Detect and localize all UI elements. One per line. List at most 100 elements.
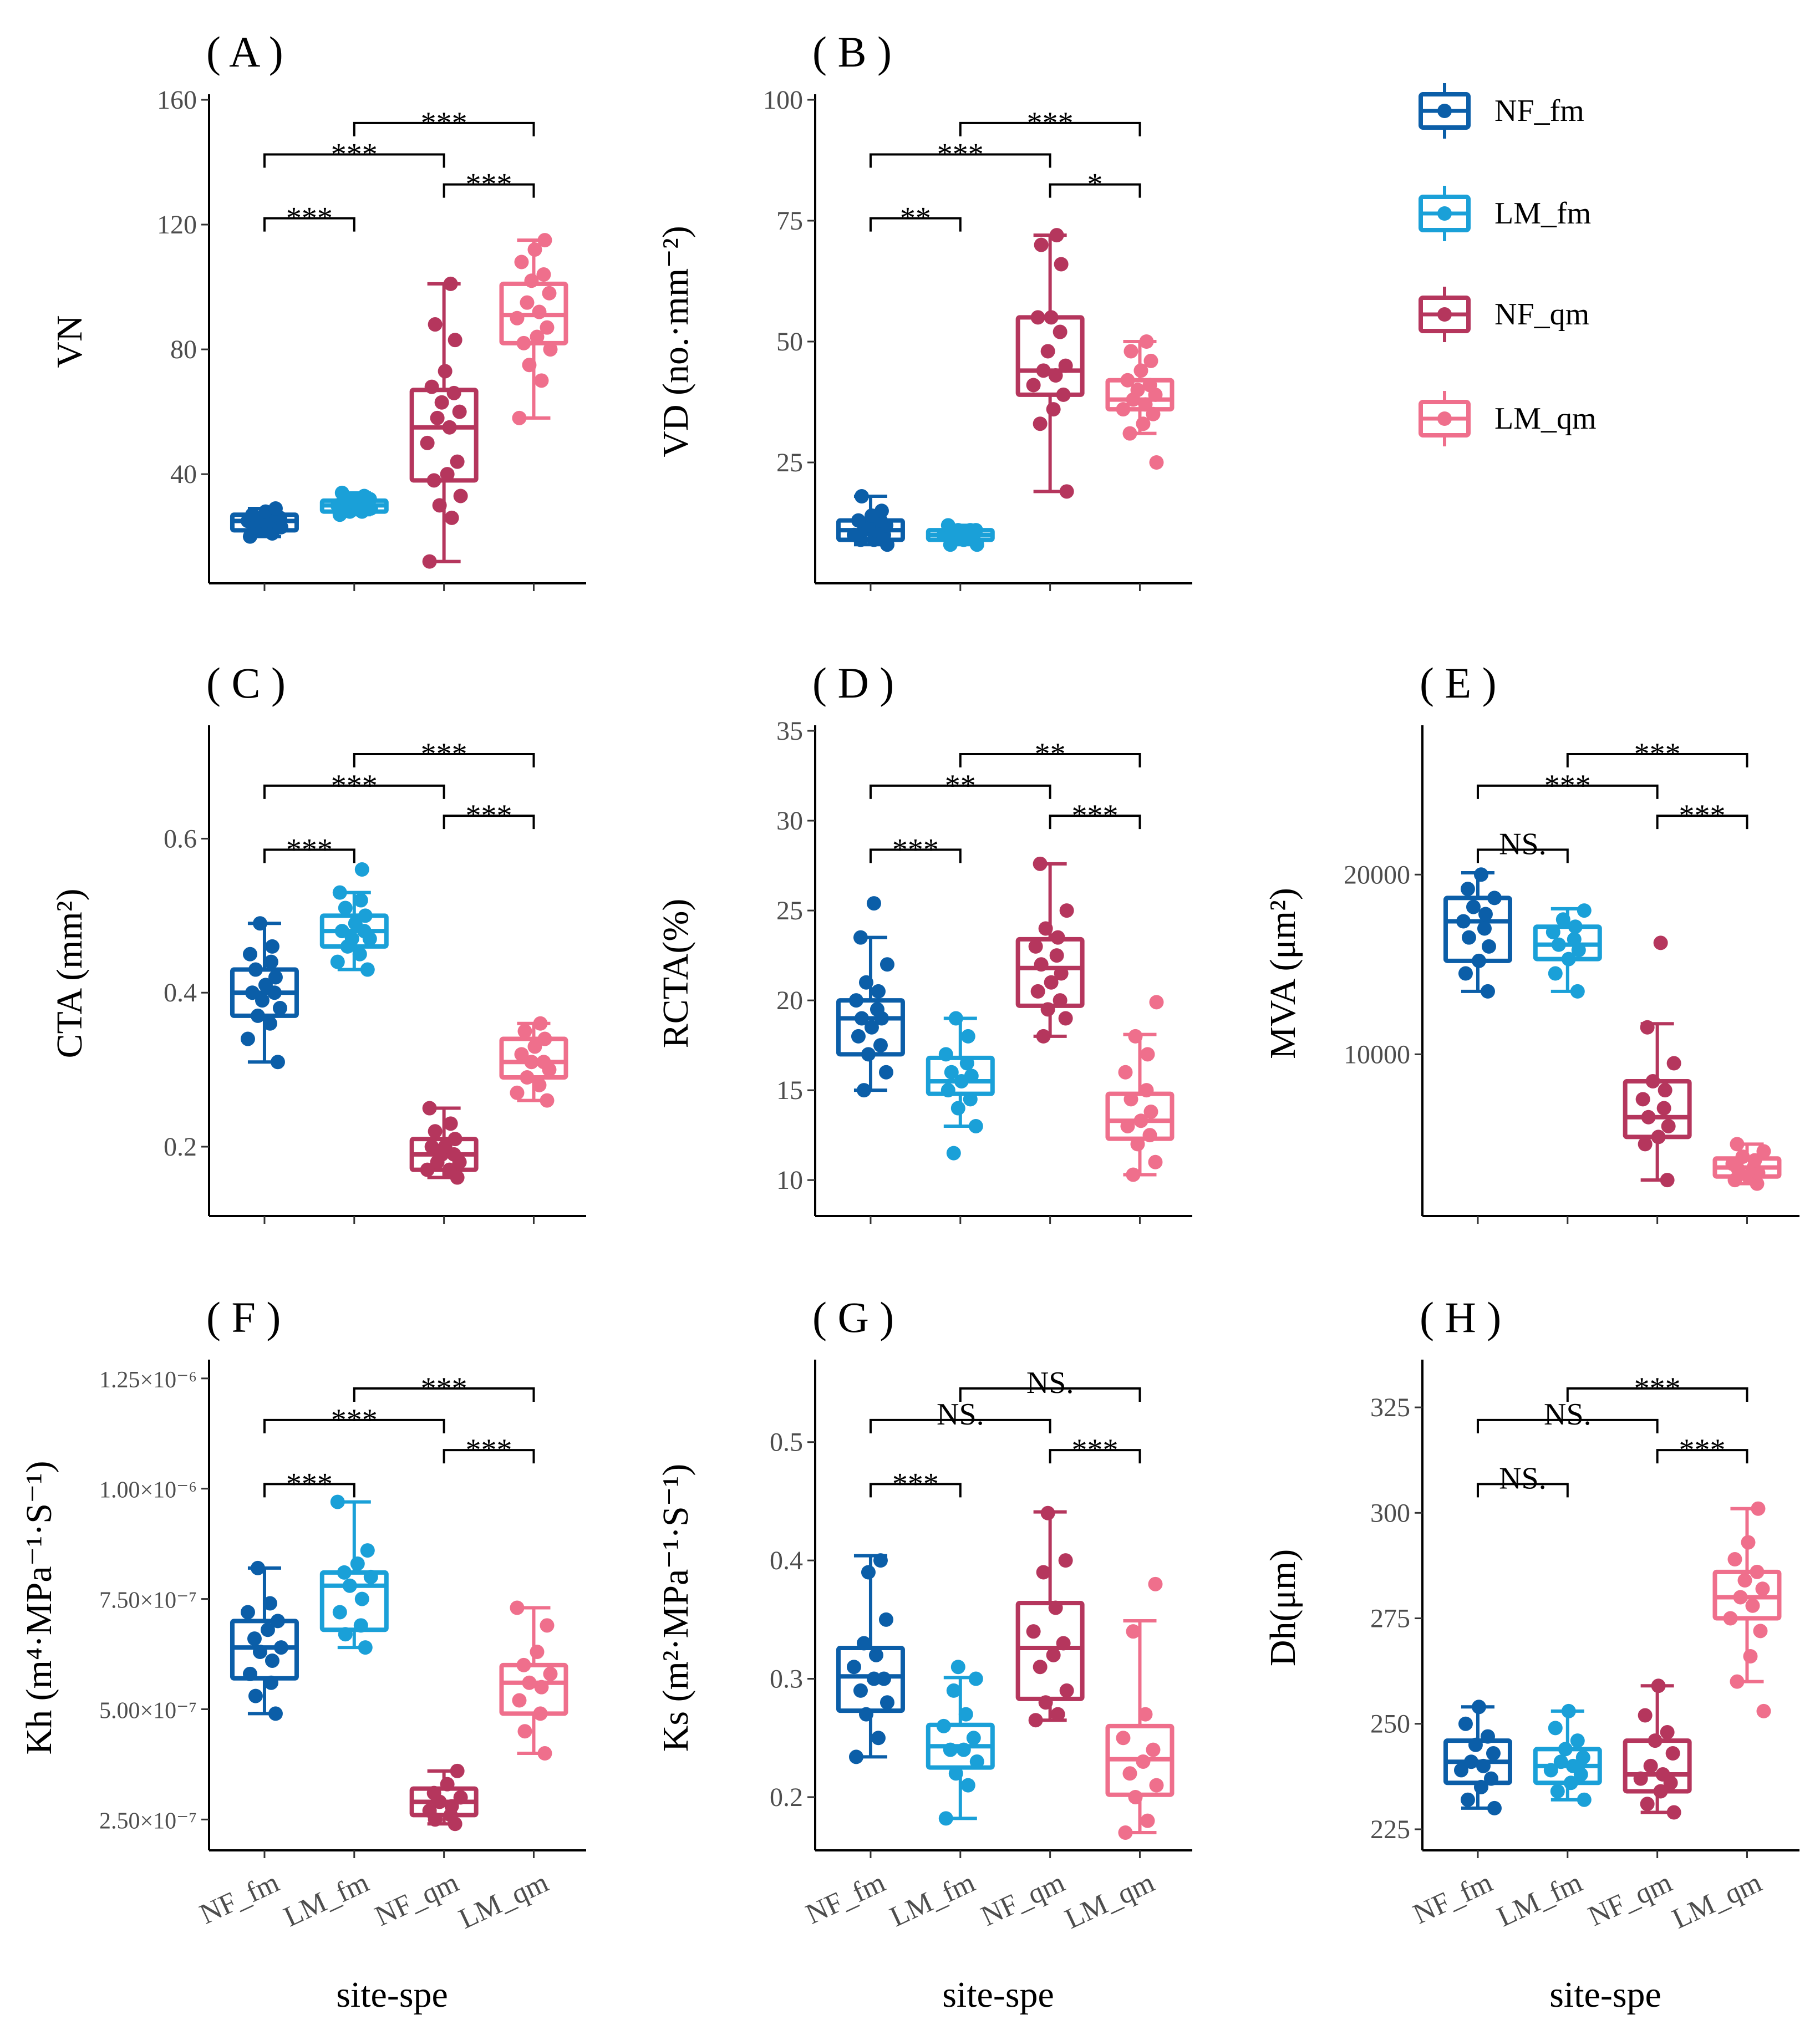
x-axis-label: site-spe <box>942 1975 1054 2015</box>
data-point <box>1040 344 1055 359</box>
data-point <box>270 1614 285 1629</box>
data-point <box>1138 397 1153 412</box>
data-point <box>938 1811 953 1826</box>
data-point <box>540 1618 555 1633</box>
data-point <box>1480 1729 1495 1744</box>
y-axis-label: Dh(μm) <box>1263 1549 1303 1666</box>
data-point <box>1743 1649 1758 1663</box>
significance-bracket: *** <box>353 737 535 771</box>
data-point <box>1555 912 1570 927</box>
bracket-line <box>263 848 355 863</box>
bracket-line <box>869 848 962 863</box>
data-point <box>1666 1056 1681 1071</box>
data-point <box>265 939 279 954</box>
data-point <box>430 410 445 425</box>
data-point <box>1735 1149 1750 1164</box>
data-point <box>242 1666 257 1681</box>
data-point <box>1143 1105 1158 1120</box>
data-point <box>1056 387 1071 402</box>
data-point <box>263 1675 278 1690</box>
data-point <box>1575 1750 1590 1765</box>
data-point <box>516 335 531 350</box>
legend-point <box>1437 206 1452 221</box>
box-iqr <box>926 1055 995 1096</box>
data-point <box>268 501 283 516</box>
data-point <box>861 1047 876 1062</box>
data-point <box>1026 1624 1041 1639</box>
significance-label: *** <box>892 1467 939 1501</box>
data-point <box>536 267 551 282</box>
legend-label: NF_qm <box>1494 297 1589 332</box>
data-point <box>337 1565 352 1580</box>
bracket-line <box>869 217 962 232</box>
data-point <box>1123 1092 1138 1107</box>
panel-label: ( E ) <box>1420 659 1497 707</box>
significance-label: *** <box>421 737 467 771</box>
data-point <box>1727 1552 1742 1566</box>
data-point <box>1136 416 1151 431</box>
data-point <box>1548 1721 1563 1736</box>
data-point <box>1747 1153 1762 1168</box>
data-point <box>510 1600 525 1615</box>
significance-bracket: *** <box>1566 737 1748 771</box>
y-tick-label: 1.25×10⁻⁶ <box>99 1367 197 1393</box>
data-point <box>248 962 263 977</box>
data-point <box>524 273 539 288</box>
data-point <box>330 954 345 969</box>
data-point <box>537 1746 552 1761</box>
data-point <box>950 1660 965 1675</box>
data-point <box>360 962 375 977</box>
data-point <box>1461 930 1476 945</box>
data-point <box>1148 1154 1163 1169</box>
data-point <box>871 1731 886 1746</box>
box-lm-qm <box>1105 1576 1175 1840</box>
data-point <box>1049 948 1064 963</box>
data-point <box>1038 1695 1053 1710</box>
data-point <box>242 947 257 962</box>
data-point <box>265 1653 279 1668</box>
significance-bracket: *** <box>263 1467 355 1501</box>
data-point <box>536 1055 551 1070</box>
data-point <box>444 510 459 525</box>
data-point <box>426 1785 441 1800</box>
data-point <box>1487 1800 1502 1815</box>
data-point <box>512 410 527 425</box>
y-tick-label: 35 <box>776 716 803 746</box>
significance-label: *** <box>937 138 984 172</box>
panel-g: ( G ) 0.2 0.3 0.4 0.5 Ks (m²·MPa⁻¹·S⁻¹) *** ***… <box>655 1293 1192 2015</box>
data-point <box>344 932 359 946</box>
data-point <box>510 311 525 325</box>
data-point <box>1725 1157 1740 1172</box>
box-lm-qm <box>1712 1137 1782 1191</box>
significance-label: *** <box>466 798 512 833</box>
box-lm-fm <box>319 862 389 977</box>
data-point <box>1056 1636 1071 1651</box>
data-point <box>1645 1074 1660 1088</box>
data-point <box>360 1543 375 1558</box>
significance-label: ** <box>900 201 931 236</box>
data-point <box>1054 257 1069 272</box>
significance-bracket: *** <box>263 201 355 236</box>
panel-e: ( E ) 10000 20000 MVA (μm²) NS. *** *** *** <box>1263 659 1799 1224</box>
data-point <box>858 1707 873 1722</box>
data-point <box>358 1640 373 1655</box>
y-tick-label: 25 <box>776 448 803 477</box>
data-point <box>1149 1778 1164 1793</box>
x-tick-label: NF_qm <box>1584 1866 1677 1932</box>
data-point <box>338 1627 353 1642</box>
data-point <box>514 1047 529 1062</box>
data-point <box>453 1790 468 1805</box>
data-point <box>245 507 260 522</box>
data-point <box>1487 891 1502 905</box>
data-point <box>1059 903 1074 918</box>
box-lm-qm <box>499 233 568 425</box>
box-nf-fm <box>836 896 905 1098</box>
data-point <box>1058 1553 1073 1568</box>
data-point <box>861 1565 876 1580</box>
data-point <box>950 1101 965 1116</box>
panel-h: ( H ) 225 250 275 300 325 Dh(μm) NS. *** NS. *** NF… <box>1263 1293 1799 2015</box>
data-point <box>873 1038 888 1053</box>
data-point <box>1116 402 1131 417</box>
data-point <box>1665 1746 1680 1761</box>
significance-label: *** <box>1679 1433 1726 1467</box>
